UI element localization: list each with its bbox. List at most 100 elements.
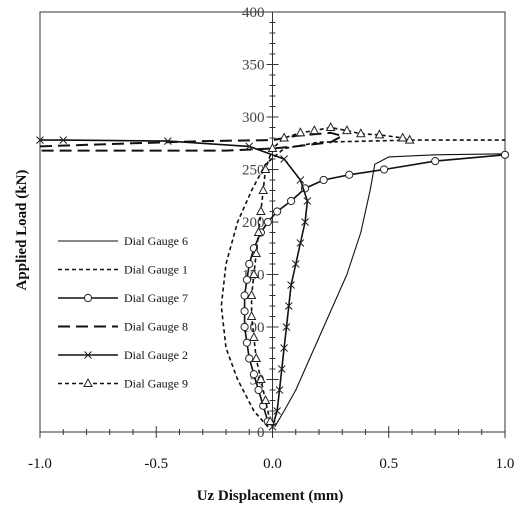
data-point-dial-gauge-9 <box>256 373 266 383</box>
data-point-dial-gauge-7 <box>287 196 296 206</box>
data-point-dial-gauge-9 <box>295 127 306 137</box>
legend-label: Dial Gauge 1 <box>124 263 188 277</box>
y-tick-label: 0 <box>257 425 265 441</box>
series-dial-gauge-9 <box>246 121 415 425</box>
data-point-dial-gauge-9 <box>251 352 262 362</box>
data-point-dial-gauge-2 <box>301 218 309 226</box>
data-point-dial-gauge-7 <box>273 207 282 216</box>
legend-label: Dial Gauge 9 <box>124 377 188 391</box>
legend-item-dial-gauge-6: Dial Gauge 6 <box>58 234 188 248</box>
legend-item-dial-gauge-2: Dial Gauge 2 <box>58 348 188 362</box>
series-line-dial-gauge-7 <box>243 154 506 422</box>
data-point-dial-gauge-9 <box>260 394 271 404</box>
data-point-dial-gauge-9 <box>260 163 271 173</box>
y-tick-label: 350 <box>242 58 265 74</box>
data-point-dial-gauge-9 <box>246 310 257 320</box>
series-line-dial-gauge-1 <box>220 139 505 428</box>
tick-marks <box>39 11 506 438</box>
data-point-dial-gauge-2 <box>291 260 300 268</box>
legend-marker <box>83 293 93 303</box>
legend-label: Dial Gauge 2 <box>124 348 188 362</box>
y-tick-label: 100 <box>242 320 265 336</box>
data-point-dial-gauge-9 <box>342 125 352 135</box>
data-point-dial-gauge-9 <box>397 132 408 142</box>
data-point-dial-gauge-7 <box>245 354 254 363</box>
data-point-dial-gauge-7 <box>242 275 252 284</box>
legend-label: Dial Gauge 7 <box>124 291 188 305</box>
data-point-dial-gauge-2 <box>164 137 172 146</box>
data-point-dial-gauge-7 <box>240 307 249 316</box>
data-point-dial-gauge-2 <box>59 136 68 144</box>
data-point-dial-gauge-7 <box>319 175 328 185</box>
data-point-dial-gauge-9 <box>249 268 259 278</box>
data-point-dial-gauge-9 <box>309 125 320 135</box>
data-point-dial-gauge-9 <box>258 184 269 194</box>
data-point-dial-gauge-9 <box>374 129 385 139</box>
x-tick-label: -0.5 <box>144 456 168 472</box>
series-dial-gauge-7 <box>240 150 510 426</box>
data-point-dial-gauge-9 <box>251 247 262 257</box>
data-point-dial-gauge-9 <box>267 142 278 152</box>
y-tick-label: 300 <box>242 110 265 126</box>
legend-item-dial-gauge-9: Dial Gauge 9 <box>58 377 188 391</box>
x-tick-label: -1.0 <box>28 456 52 472</box>
data-point-dial-gauge-7 <box>263 217 272 227</box>
series-group <box>36 121 510 431</box>
data-point-dial-gauge-9 <box>249 331 259 341</box>
data-point-dial-gauge-2 <box>280 344 288 352</box>
data-point-dial-gauge-2 <box>303 197 312 205</box>
legend-marker <box>84 351 92 359</box>
data-point-dial-gauge-2 <box>296 176 305 184</box>
data-point-dial-gauge-2 <box>280 155 288 163</box>
series-dial-gauge-2 <box>36 136 312 431</box>
data-point-dial-gauge-9 <box>404 134 415 144</box>
legend-item-dial-gauge-8: Dial Gauge 8 <box>58 320 188 334</box>
y-axis-title: Applied Load (kN) <box>14 170 30 291</box>
series-line-dial-gauge-8 <box>39 131 344 152</box>
data-point-dial-gauge-7 <box>254 385 263 395</box>
data-point-dial-gauge-7 <box>345 170 354 179</box>
data-point-dial-gauge-7 <box>240 322 249 332</box>
data-point-dial-gauge-2 <box>296 239 305 247</box>
data-point-dial-gauge-7 <box>242 338 252 347</box>
legend-item-dial-gauge-7: Dial Gauge 7 <box>58 291 188 305</box>
data-point-dial-gauge-2 <box>277 365 286 373</box>
data-point-dial-gauge-9 <box>265 415 276 425</box>
legend: Dial Gauge 6 Dial Gauge 1 Dial Gauge 7 Dial… <box>58 234 188 391</box>
data-point-dial-gauge-2 <box>36 136 44 144</box>
data-point-dial-gauge-7 <box>500 150 510 159</box>
series-dial-gauge-8 <box>39 131 344 152</box>
x-axis-title: Uz Displacement (mm) <box>197 488 344 504</box>
y-tick-label: 250 <box>242 163 265 179</box>
x-tick-label: 1.0 <box>496 456 515 472</box>
data-point-dial-gauge-2 <box>284 302 293 310</box>
data-point-dial-gauge-9 <box>356 128 366 138</box>
data-point-dial-gauge-9 <box>325 121 336 131</box>
data-point-dial-gauge-2 <box>273 407 282 415</box>
series-dial-gauge-1 <box>220 139 505 428</box>
data-point-dial-gauge-7 <box>380 165 389 174</box>
legend-label: Dial Gauge 8 <box>124 320 188 334</box>
x-tick-label: 0.0 <box>263 456 282 472</box>
data-point-dial-gauge-9 <box>246 289 257 299</box>
series-line-dial-gauge-6 <box>274 153 506 428</box>
data-point-dial-gauge-7 <box>431 157 440 166</box>
data-point-dial-gauge-9 <box>253 226 264 236</box>
data-point-dial-gauge-2 <box>275 386 284 394</box>
x-tick-label: 0.5 <box>379 456 398 472</box>
data-point-dial-gauge-2 <box>282 323 291 331</box>
series-line-dial-gauge-2 <box>40 139 309 428</box>
data-point-dial-gauge-7 <box>249 370 258 379</box>
y-tick-label: 400 <box>242 5 265 21</box>
data-point-dial-gauge-2 <box>245 142 254 151</box>
series-dial-gauge-6 <box>274 153 506 428</box>
data-point-dial-gauge-7 <box>245 259 254 269</box>
data-point-dial-gauge-2 <box>287 281 295 289</box>
legend-item-dial-gauge-1: Dial Gauge 1 <box>58 263 188 277</box>
data-point-dial-gauge-9 <box>279 132 289 142</box>
legend-marker <box>83 377 93 387</box>
data-point-dial-gauge-7 <box>240 291 249 300</box>
data-point-dial-gauge-9 <box>256 205 266 215</box>
legend-label: Dial Gauge 6 <box>124 234 188 248</box>
